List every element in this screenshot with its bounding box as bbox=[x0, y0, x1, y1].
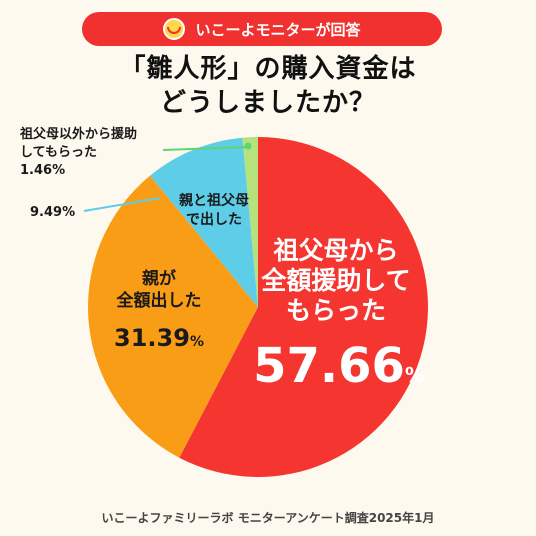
chart-title: 「雛人形」の購入資金は どうしましたか？ bbox=[0, 52, 536, 120]
leader-line-green bbox=[162, 146, 249, 151]
slice-value-others: 1.46% bbox=[20, 163, 66, 178]
banner-text: いこーよモニターが回答 bbox=[195, 20, 361, 39]
footer-source: いこーよファミリーラボ モニターアンケート調査2025年1月 bbox=[101, 511, 435, 525]
slice-value-shared: 9.49% bbox=[30, 205, 76, 220]
slice-label-shared: 親と祖父母 で出した bbox=[179, 193, 249, 228]
title-line-1: 「雛人形」の購入資金は bbox=[119, 54, 417, 84]
slice-value-grandparents-full: 57.66% bbox=[253, 338, 425, 394]
leader-dot-green bbox=[244, 142, 252, 150]
slice-value-parents-full: 31.39% bbox=[114, 324, 204, 352]
title-line-2: どうしましたか？ bbox=[159, 88, 376, 118]
leader-line-blue bbox=[83, 197, 161, 212]
slice-shared bbox=[150, 137, 258, 307]
smile-face-logo-icon bbox=[163, 18, 186, 40]
slice-label-parents-full: 親が 全額出した bbox=[116, 269, 202, 311]
slice-parents-full bbox=[87, 175, 258, 458]
slice-label-grandparents-full: 祖父母から 全額援助して もらった bbox=[261, 236, 411, 325]
slice-label-others: 祖父母以外から援助 してもらった 1.46% bbox=[20, 126, 140, 180]
header-banner: いこーよモニターが回答 bbox=[82, 12, 442, 46]
slice-grandparents-full bbox=[179, 137, 428, 477]
slice-others bbox=[242, 137, 258, 307]
